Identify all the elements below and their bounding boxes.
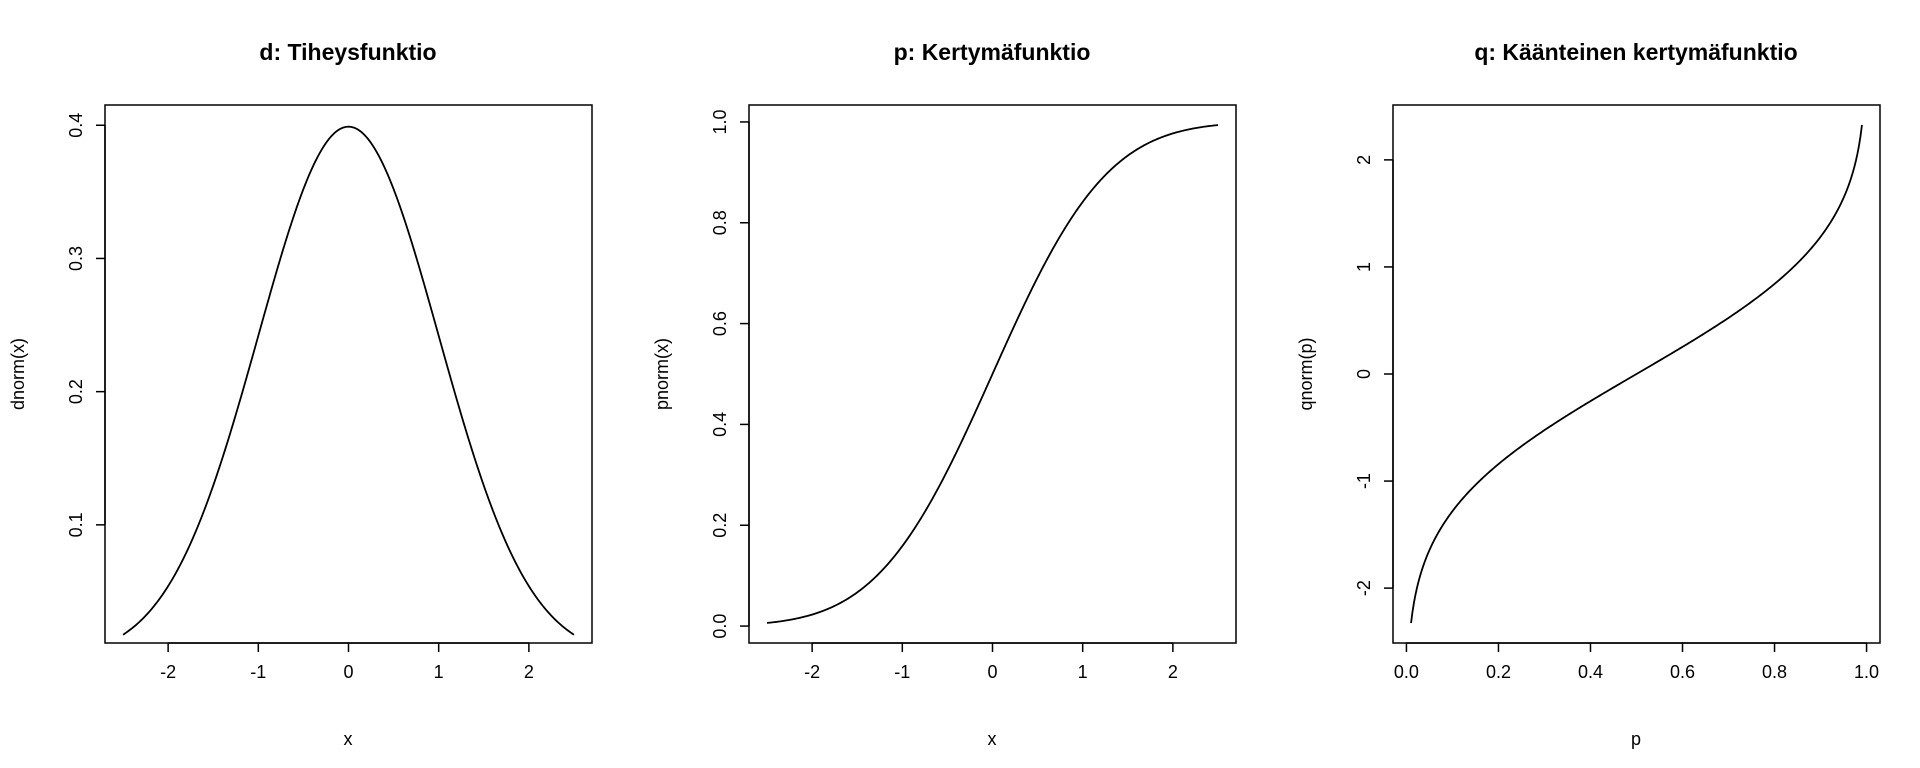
plot-frame [748,104,1237,644]
plot-frame [104,104,593,644]
y-tick-label: 0.2 [710,513,730,538]
x-tick-label: 0.4 [1578,662,1603,682]
chart-title: q: Käänteinen kertymäfunktio [1474,39,1797,65]
plot-frame [1392,104,1881,644]
x-tick-label: 0 [987,662,997,682]
y-tick-label: 0.1 [66,512,86,537]
x-axis-label: x [988,729,997,749]
panel-quantile: q: Käänteinen kertymäfunktio p qnorm(p) … [1296,39,1881,749]
y-tick-label: 0.8 [710,210,730,235]
y-axis-ticks: 0.1 0.2 0.3 0.4 [66,113,106,537]
x-tick-label: -2 [804,662,820,682]
x-tick-label: -1 [250,662,266,682]
y-tick-label: -1 [1354,473,1374,489]
quantile-curve [1410,124,1863,624]
y-tick-label: -2 [1354,580,1374,596]
x-axis-ticks: 0.0 0.2 0.4 0.6 0.8 1.0 [1394,642,1879,682]
x-tick-label: 1 [434,662,444,682]
y-axis-label: qnorm(p) [1296,337,1316,410]
y-tick-label: 0.4 [66,113,86,138]
y-tick-label: 0 [1354,369,1374,379]
x-tick-label: 0.8 [1762,662,1787,682]
x-tick-label: -2 [160,662,176,682]
chart-title: d: Tiheysfunktio [259,39,436,65]
x-axis-ticks: -2 -1 0 1 2 [160,642,534,682]
y-tick-label: 0.2 [66,379,86,404]
x-axis-label: p [1631,729,1641,749]
cdf-curve [766,124,1219,624]
x-tick-label: 0 [343,662,353,682]
x-axis-label: x [344,729,353,749]
x-tick-label: 2 [524,662,534,682]
x-tick-label: 0.6 [1670,662,1695,682]
y-tick-label: 0.4 [710,412,730,437]
panel-density: d: Tiheysfunktio x dnorm(x) -2 -1 0 1 2 0.10… [8,39,593,749]
x-tick-label: 2 [1168,662,1178,682]
y-axis-label: pnorm(x) [652,338,672,410]
y-tick-label: 1.0 [710,109,730,134]
x-tick-label: 1 [1078,662,1088,682]
x-tick-label: -1 [894,662,910,682]
x-tick-label: 0.2 [1486,662,1511,682]
y-tick-label: 0.3 [66,246,86,271]
y-axis-ticks: 0.0 0.2 0.4 0.6 0.8 1.0 [710,109,750,639]
y-tick-label: 0.6 [710,311,730,336]
y-tick-label: 1 [1354,262,1374,272]
chart-title: p: Kertymäfunktio [894,39,1091,65]
x-tick-label: 1.0 [1854,662,1879,682]
panel-cdf: p: Kertymäfunktio x pnorm(x) -2 -1 0 1 2 0.0… [652,39,1237,749]
y-tick-label: 0.0 [710,614,730,639]
x-axis-ticks: -2 -1 0 1 2 [804,642,1178,682]
y-axis-label: dnorm(x) [8,338,28,410]
y-axis-ticks: -2 -1 0 1 2 [1354,155,1394,596]
density-curve [122,125,575,636]
x-tick-label: 0.0 [1394,662,1419,682]
y-tick-label: 2 [1354,155,1374,165]
